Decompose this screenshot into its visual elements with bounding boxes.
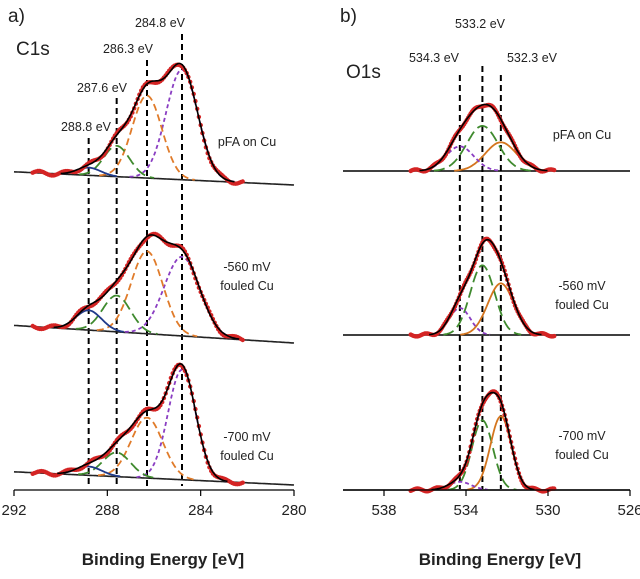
x-tick-label: 526	[617, 502, 640, 519]
fit-component	[136, 368, 228, 483]
fit-component	[99, 94, 195, 181]
x-tick-label: 284	[188, 502, 213, 519]
spectrum	[13, 231, 295, 344]
fit-envelope	[60, 62, 235, 183]
panel-a-x-ticks: 292 288 284 280	[1, 490, 307, 519]
fit-component	[433, 125, 531, 172]
x-tick-label: 288	[95, 502, 120, 519]
panel-a-x-axis-title: Binding Energy [eV]	[82, 550, 244, 569]
fit-envelope	[57, 362, 228, 483]
fit-envelope	[429, 238, 542, 336]
data-point	[552, 167, 557, 173]
panel-b-element-label: O1s	[346, 62, 381, 83]
data-point	[240, 179, 245, 184]
sample-label: pFA on Cu	[218, 135, 276, 149]
peak-guide-label: 533.2 eV	[455, 17, 506, 31]
peak-guide-label: 284.8 eV	[135, 16, 186, 30]
panel-b-x-axis-title: Binding Energy [eV]	[419, 550, 581, 569]
panel-b-sample-labels: pFA on Cu -560 mV fouled Cu -700 mV fouled C…	[553, 128, 611, 462]
peak-guide-label: 532.3 eV	[507, 51, 558, 65]
fit-component	[129, 68, 235, 183]
x-tick-label: 534	[453, 502, 478, 519]
fit-component	[96, 250, 198, 338]
spectrum	[343, 236, 630, 339]
x-tick-label: 530	[535, 502, 560, 519]
x-tick-label: 292	[1, 502, 26, 519]
sample-label: fouled Cu	[555, 298, 609, 312]
panel-a-peak-guides: 288.8 eV 287.6 eV 286.3 eV 284.8 eV	[61, 16, 186, 486]
sample-label: fouled Cu	[220, 279, 274, 293]
data-point	[240, 337, 245, 343]
peak-guide-label: 534.3 eV	[409, 51, 460, 65]
peak-guide-label: 287.6 eV	[77, 81, 128, 95]
sample-label: -700 mV	[223, 430, 271, 444]
sample-label: -700 mV	[558, 429, 606, 443]
panel-a-element-label: C1s	[16, 39, 50, 60]
fit-envelope	[419, 103, 548, 172]
data-point	[552, 333, 557, 339]
panel-a-letter: a)	[8, 6, 25, 27]
fit-component	[75, 294, 158, 335]
peak-guide-label: 286.3 eV	[103, 42, 154, 56]
spectrum	[343, 389, 630, 494]
fit-component	[97, 416, 197, 481]
spectrum	[13, 62, 295, 186]
sample-label: fouled Cu	[555, 448, 609, 462]
panel-b-o1s: b) O1s 534.3 eV 533.2 eV 532.3 eV pFA on C…	[340, 6, 640, 569]
panel-b-spectra	[343, 102, 630, 494]
data-point	[240, 480, 245, 485]
sample-label: -560 mV	[558, 279, 606, 293]
sample-label: fouled Cu	[220, 449, 274, 463]
sample-label: -560 mV	[223, 260, 271, 274]
fit-component	[443, 264, 522, 336]
panel-b-peak-guides: 534.3 eV 533.2 eV 532.3 eV	[409, 17, 558, 489]
spectrum	[13, 362, 295, 487]
panel-b-letter: b)	[340, 6, 357, 27]
sample-label: pFA on Cu	[553, 128, 611, 142]
x-tick-label: 280	[281, 502, 306, 519]
fit-envelope	[53, 234, 240, 340]
x-tick-label: 538	[371, 502, 396, 519]
measured-data-points	[30, 362, 245, 487]
fit-component	[78, 451, 156, 479]
fit-component	[448, 419, 517, 491]
fit-envelope	[431, 391, 535, 491]
panel-a-sample-labels: pFA on Cu -560 mV fouled Cu -700 mV fouled C…	[218, 135, 276, 463]
panel-a-spectra	[13, 62, 295, 487]
peak-guide-label: 288.8 eV	[61, 120, 112, 134]
panel-b-x-ticks: 538 534 530 526	[371, 490, 640, 519]
spectrum	[343, 102, 630, 174]
fit-component	[79, 144, 155, 179]
